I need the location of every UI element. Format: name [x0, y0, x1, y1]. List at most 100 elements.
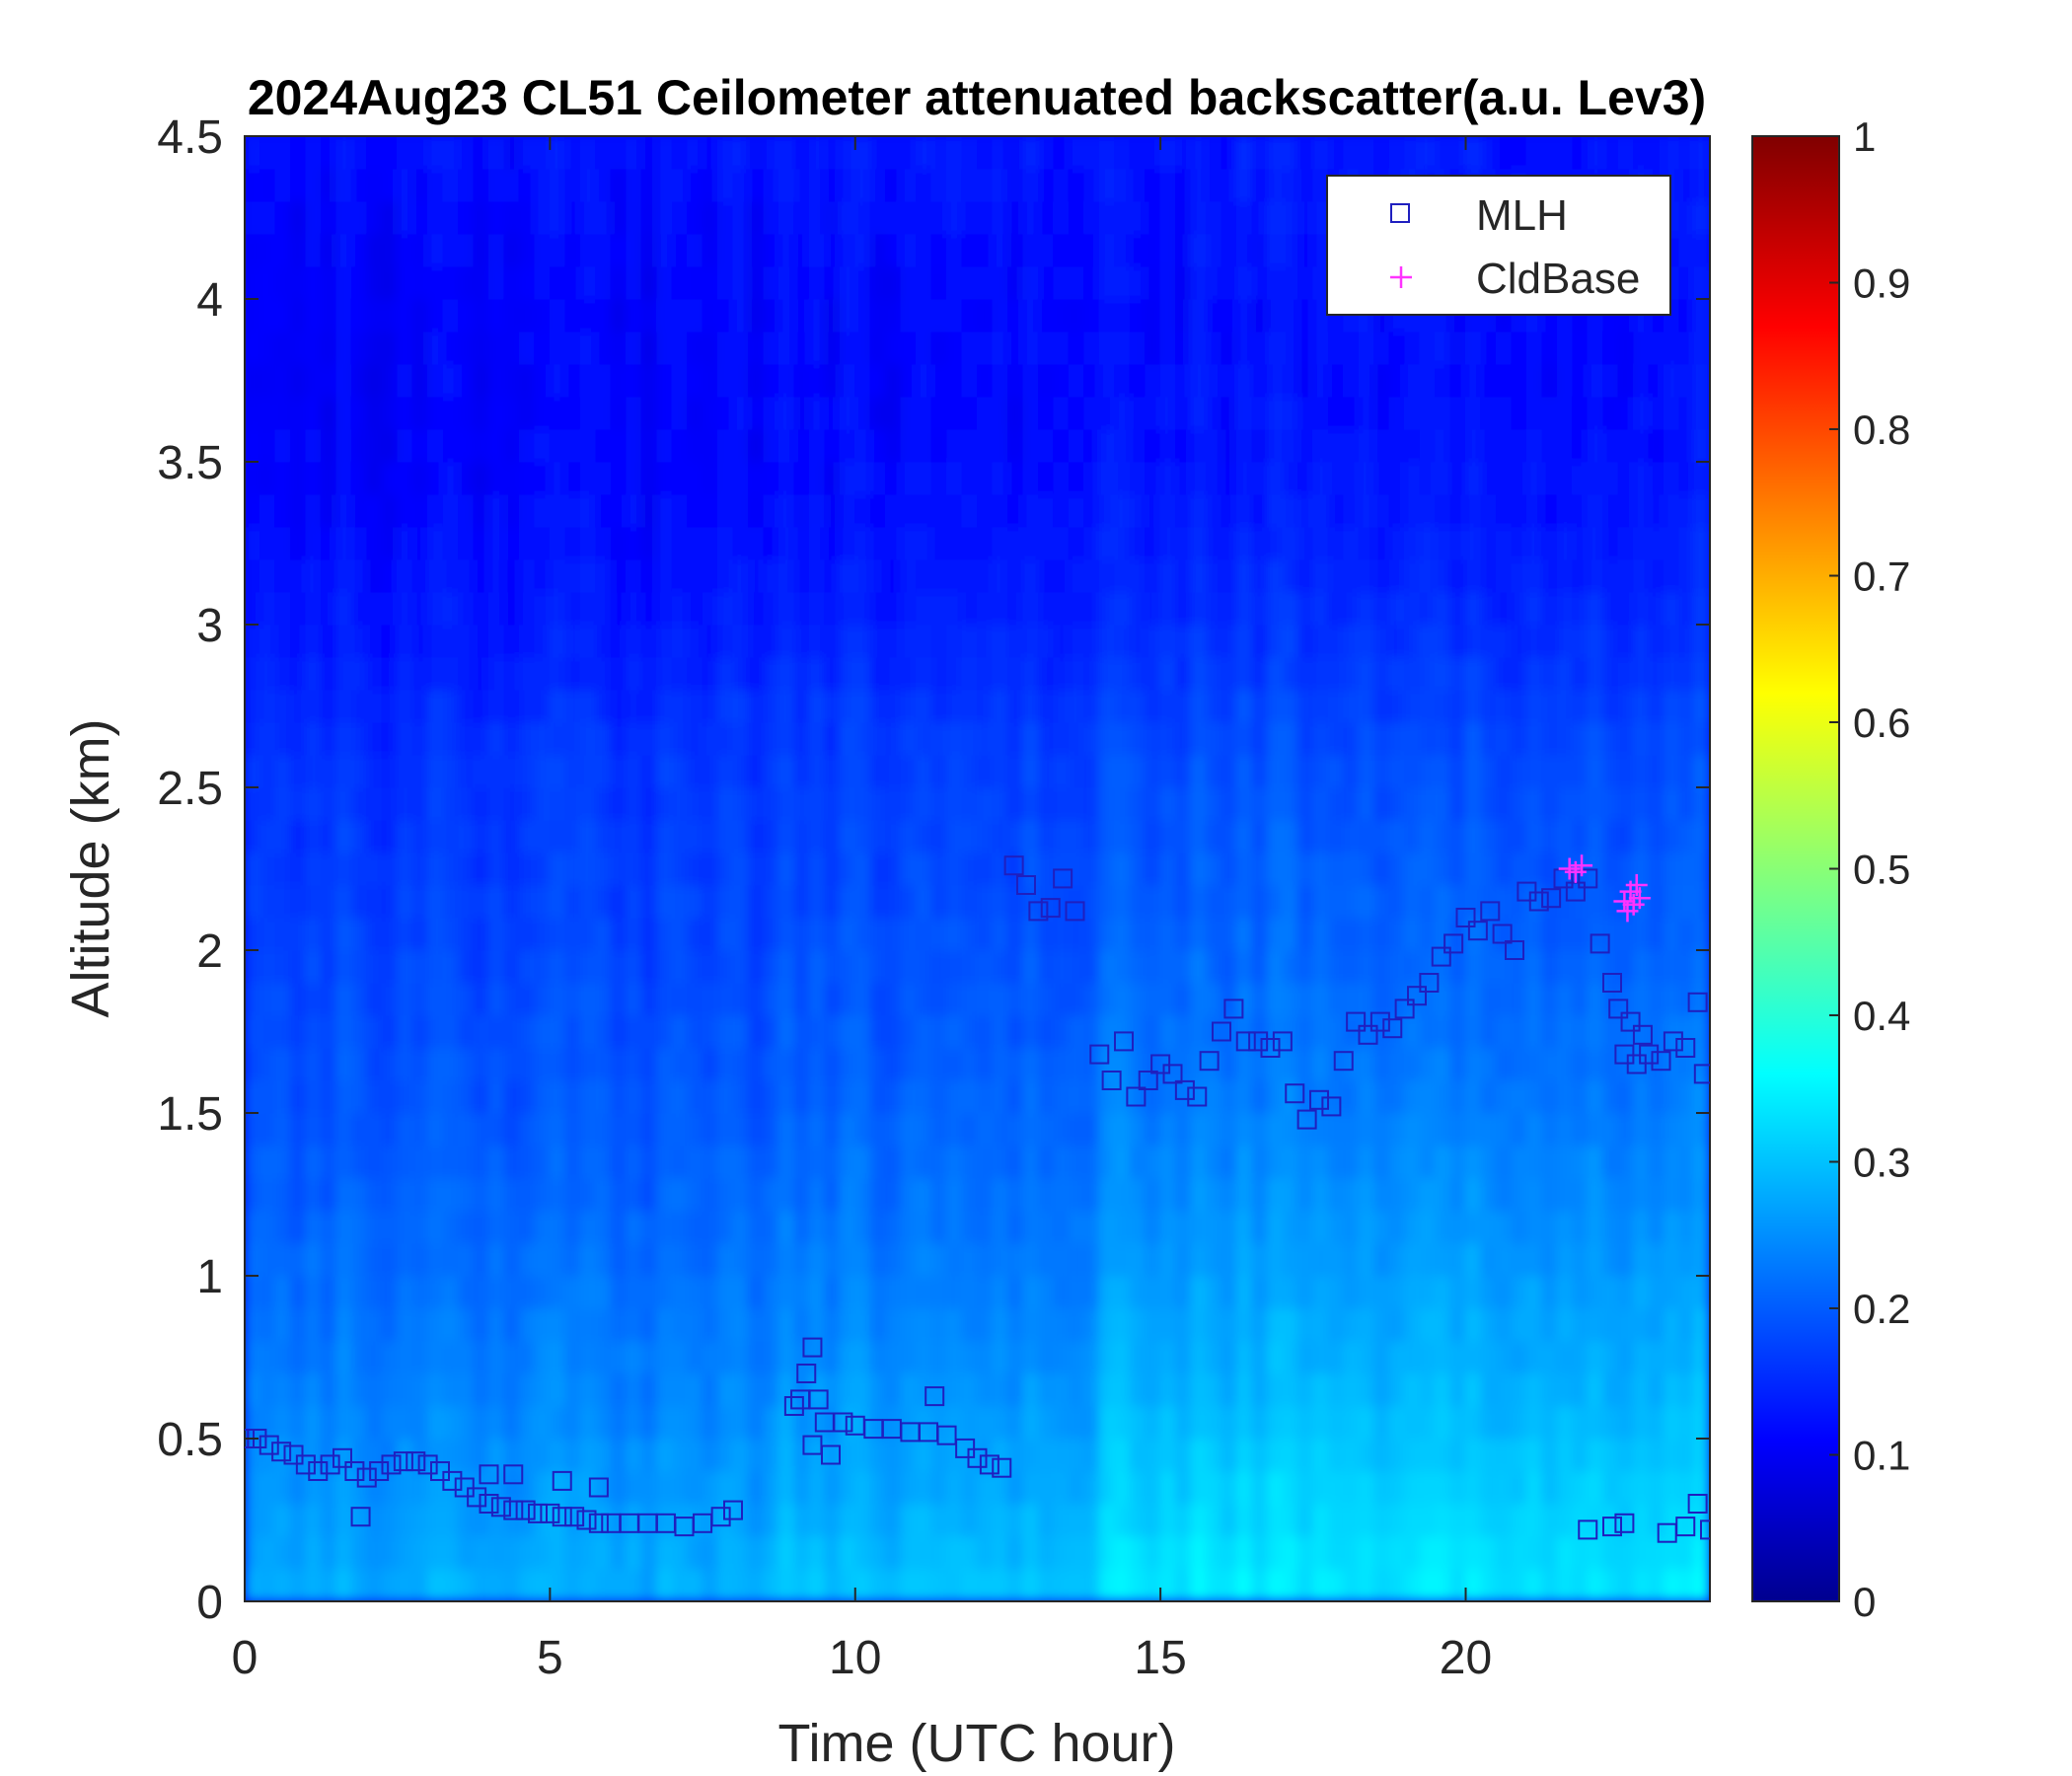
heatmap-cell — [1296, 1210, 1314, 1244]
heatmap-cell — [1587, 1372, 1604, 1407]
heatmap-cell — [1465, 1210, 1482, 1244]
heatmap-cell — [259, 168, 276, 202]
heatmap-cell — [1266, 1177, 1284, 1212]
heatmap-cell — [702, 331, 719, 365]
heatmap-cell — [656, 982, 673, 1016]
heatmap-cell — [824, 558, 841, 593]
heatmap-cell — [458, 884, 475, 919]
heatmap-cell — [274, 168, 291, 202]
heatmap-cell — [640, 1242, 658, 1277]
heatmap-cell — [1373, 1535, 1390, 1570]
heatmap-cell — [1114, 689, 1131, 723]
heatmap-cell — [854, 786, 871, 821]
heatmap-cell — [916, 721, 932, 756]
heatmap-cell — [808, 949, 826, 984]
heatmap-cell — [1602, 526, 1619, 560]
heatmap-cell — [473, 1242, 489, 1277]
heatmap-cell — [1495, 754, 1513, 788]
heatmap-cell — [366, 1275, 383, 1309]
heatmap-cell — [1206, 819, 1222, 853]
heatmap-cell — [289, 1014, 307, 1049]
heatmap-cell — [320, 1535, 337, 1570]
heatmap-cell — [427, 461, 444, 495]
heatmap-cell — [1343, 526, 1360, 560]
heatmap-cell — [1312, 1470, 1329, 1505]
heatmap-cell — [245, 656, 260, 691]
heatmap-cell — [946, 298, 963, 333]
heatmap-cell — [1541, 1535, 1558, 1570]
heatmap-cell — [839, 1145, 856, 1179]
heatmap-cell — [1465, 461, 1482, 495]
heatmap-cell — [1206, 1568, 1222, 1601]
heatmap-cell — [1312, 1372, 1329, 1407]
heatmap-cell — [839, 1210, 856, 1244]
heatmap-cell — [1373, 1405, 1390, 1440]
heatmap-cell — [289, 1177, 307, 1212]
heatmap-cell — [1404, 949, 1421, 984]
heatmap-cell — [640, 428, 658, 463]
mlh-point — [1687, 1494, 1708, 1514]
heatmap-cell — [1006, 754, 1024, 788]
heatmap-cell — [1572, 396, 1589, 430]
heatmap-cell — [503, 200, 520, 235]
heatmap-cell — [245, 526, 260, 560]
heatmap-cell — [626, 1438, 642, 1472]
heatmap-cell — [1541, 786, 1558, 821]
heatmap-cell — [320, 233, 337, 267]
heatmap-cell — [335, 1568, 352, 1601]
plot-frame — [244, 135, 1711, 1602]
heatmap-cell — [1480, 982, 1497, 1016]
heatmap-cell — [1098, 1438, 1116, 1472]
heatmap-cell — [381, 624, 399, 658]
heatmap-cell — [1327, 819, 1345, 853]
heatmap-cell — [381, 1372, 399, 1407]
heatmap-cell — [1664, 982, 1680, 1016]
mlh-point — [1480, 901, 1501, 922]
heatmap-cell — [1006, 1145, 1024, 1179]
heatmap-cell — [854, 1145, 871, 1179]
heatmap-cell — [1282, 168, 1298, 202]
heatmap-cell — [671, 331, 689, 365]
heatmap-cell — [1511, 1307, 1527, 1342]
heatmap-cell — [1114, 331, 1131, 365]
heatmap-cell — [732, 200, 749, 235]
heatmap-cell — [1190, 363, 1208, 398]
heatmap-cell — [1678, 200, 1696, 235]
heatmap-cell — [717, 819, 734, 853]
heatmap-cell — [1235, 461, 1253, 495]
heatmap-cell — [503, 558, 520, 593]
heatmap-cell — [839, 1470, 856, 1505]
heatmap-cell — [503, 493, 520, 528]
heatmap-cell — [1206, 982, 1222, 1016]
heatmap-cell — [1145, 1405, 1161, 1440]
heatmap-cell — [381, 591, 399, 626]
heatmap-cell — [427, 1568, 444, 1601]
heatmap-cell — [1664, 1145, 1680, 1179]
heatmap-cell — [1068, 1568, 1085, 1601]
heatmap-cell — [473, 656, 489, 691]
heatmap-cell — [640, 1307, 658, 1342]
heatmap-cell — [1037, 1503, 1055, 1537]
mlh-point — [308, 1461, 329, 1481]
heatmap-cell — [305, 1307, 322, 1342]
heatmap-cell — [518, 1210, 536, 1244]
heatmap-cell — [626, 1112, 642, 1147]
heatmap-cell — [259, 982, 276, 1016]
mlh-point — [1467, 921, 1488, 941]
heatmap-cell — [366, 1079, 383, 1114]
heatmap-cell — [1480, 1470, 1497, 1505]
heatmap-cell — [1465, 1242, 1482, 1277]
heatmap-cell — [1343, 1470, 1360, 1505]
heatmap-cell — [1449, 396, 1466, 430]
heatmap-cell — [1556, 396, 1574, 430]
mlh-point — [1578, 868, 1598, 889]
heatmap-cell — [1694, 1177, 1710, 1212]
heatmap-cell — [1449, 461, 1466, 495]
heatmap-cell — [1083, 689, 1100, 723]
heatmap-cell — [245, 819, 260, 853]
heatmap-cell — [1633, 1210, 1650, 1244]
heatmap-cell — [656, 786, 673, 821]
heatmap-cell — [1083, 1438, 1100, 1472]
heatmap-cell — [717, 786, 734, 821]
heatmap-cell — [1190, 624, 1208, 658]
